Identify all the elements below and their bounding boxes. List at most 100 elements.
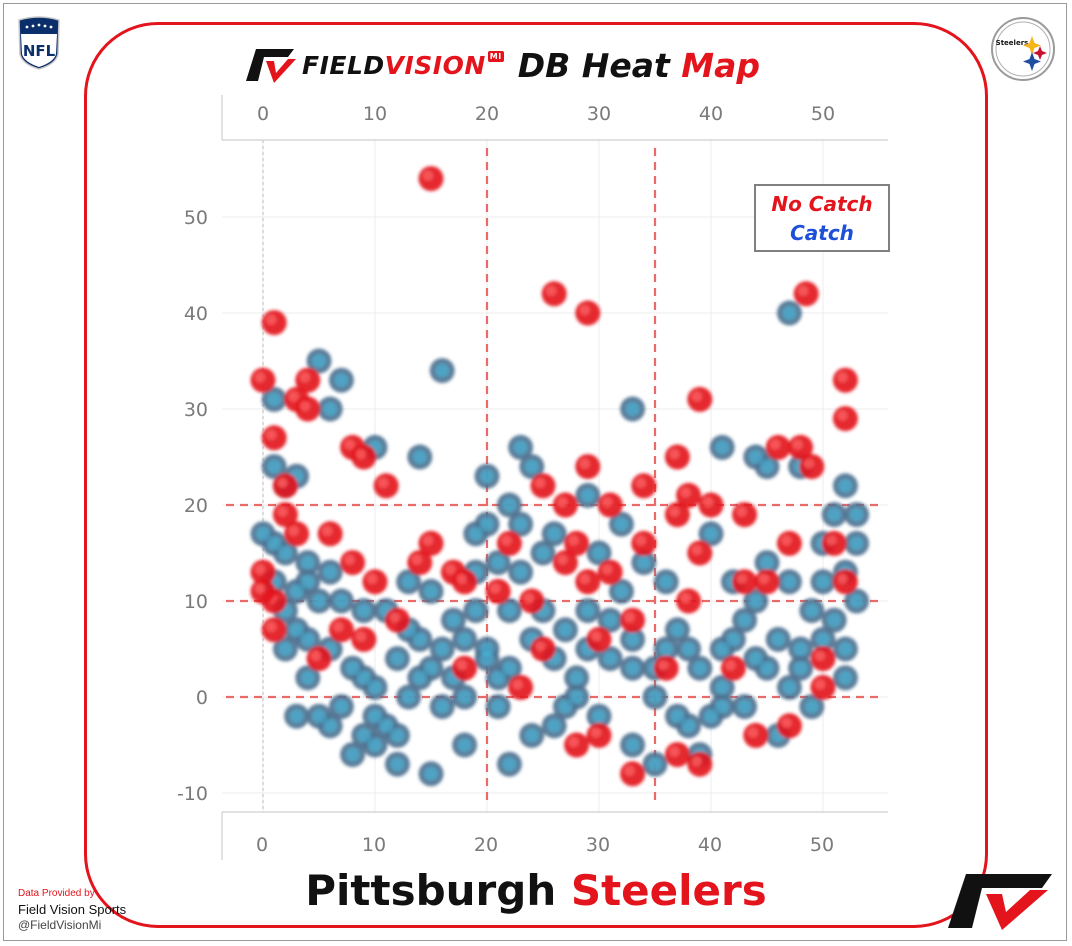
catch-point-core [715, 440, 730, 455]
catch-point-core [368, 709, 382, 724]
chart-title: DB Heat Map [517, 45, 761, 85]
no-catch-point-highlight [501, 535, 512, 546]
catch-point-core [256, 526, 270, 541]
catch-point-core [491, 555, 506, 570]
catch-point-core [457, 738, 472, 752]
catch-point-core [782, 306, 797, 320]
catch-point-core [289, 622, 304, 637]
catch-point-core [345, 661, 360, 676]
catch-point-core [390, 757, 405, 772]
catch-point-core [625, 402, 640, 416]
catch-point-core [390, 728, 405, 743]
catch-point-core [580, 603, 595, 618]
no-catch-point-highlight [266, 429, 277, 440]
catch-point-core [334, 594, 349, 608]
data-points [250, 166, 870, 787]
catch-point-core [636, 555, 651, 570]
catch-point-core [692, 661, 707, 676]
no-catch-point-highlight [546, 285, 557, 296]
x-tick-label-bottom: 20 [474, 834, 498, 856]
catch-point-core [435, 363, 450, 378]
no-catch-point-highlight [781, 535, 792, 546]
fieldvision-wordmark: FIELDVISION MI [302, 50, 504, 80]
catch-point-core [491, 670, 506, 685]
no-catch-point-highlight [456, 660, 467, 671]
no-catch-point-highlight [557, 554, 568, 565]
no-catch-point-highlight [535, 641, 545, 651]
tick-labels: 0 0 10 10 20 20 30 30 40 40 50 50 -10 0 10 20 30 40 50 [177, 103, 835, 856]
legend-no-catch: No Catch [771, 192, 873, 216]
catch-point-core [368, 680, 382, 695]
catch-point-core [603, 651, 618, 666]
no-catch-point-highlight [579, 573, 590, 584]
catch-point-core [468, 603, 483, 618]
catch-point-core [468, 526, 483, 541]
catch-point-core [681, 718, 696, 733]
no-catch-point-highlight [815, 650, 825, 661]
catch-point-core [267, 392, 282, 407]
catch-point-core [278, 642, 293, 656]
no-catch-point-highlight [255, 372, 265, 383]
no-catch-point-highlight [736, 573, 747, 584]
catch-point-core [480, 469, 494, 484]
catch-point-core [502, 757, 517, 772]
y-tick-label: 20 [184, 495, 208, 517]
catch-point-core [356, 670, 371, 685]
catch-point-core [726, 632, 741, 647]
no-catch-point-highlight [288, 525, 299, 536]
catch-point-core [457, 690, 472, 704]
no-catch-point-highlight [266, 621, 277, 632]
no-catch-point-highlight [703, 497, 713, 507]
catch-point-core [267, 536, 282, 551]
team-title: Pittsburgh Steelers [305, 866, 767, 915]
catch-point-core [715, 680, 730, 695]
no-catch-point-highlight [255, 564, 265, 575]
no-catch-point-highlight [725, 660, 736, 671]
catch-point-core [558, 622, 573, 637]
no-catch-point-highlight [266, 314, 277, 325]
catch-point-core [748, 594, 763, 608]
catch-point-core [300, 574, 315, 589]
catch-point-core [446, 613, 461, 628]
no-catch-point-highlight [456, 573, 467, 584]
no-catch-point-highlight [255, 583, 265, 594]
catch-point-core [480, 642, 494, 656]
steelers-logo-text: Steelers [996, 39, 1029, 47]
catch-point-core [849, 507, 864, 522]
catch-point-core [457, 632, 472, 647]
credit-line-1: Data Provided by [18, 888, 95, 899]
catch-point-core [838, 642, 853, 656]
no-catch-point-highlight [635, 477, 646, 488]
catch-point-core [670, 709, 685, 724]
no-catch-point-highlight [798, 285, 809, 296]
catch-point-core [323, 565, 338, 580]
no-catch-point-highlight [759, 573, 769, 584]
no-catch-point-highlight [602, 497, 613, 507]
catch-point-core [816, 574, 830, 589]
catch-point-core [625, 632, 640, 647]
catch-point-core [748, 450, 763, 464]
no-catch-point-highlight [691, 545, 702, 555]
catch-point-core [323, 718, 338, 733]
catch-point-core [849, 594, 864, 608]
x-tick-label-bottom: 10 [362, 834, 386, 856]
catch-point-core [300, 555, 315, 570]
catch-point-core [379, 718, 394, 733]
no-catch-point-highlight [423, 535, 433, 546]
no-catch-point-highlight [535, 477, 545, 488]
no-catch-point-highlight [277, 477, 288, 488]
no-catch-point-highlight [591, 727, 601, 738]
credit-line-2: Field Vision Sports [18, 902, 127, 917]
catch-point-core [670, 622, 685, 637]
no-catch-point-highlight [770, 439, 781, 450]
catch-point-core [760, 459, 774, 474]
catch-point-core [435, 642, 450, 656]
catch-point-core [524, 728, 539, 743]
catch-point-core [480, 651, 494, 666]
catch-point-core [424, 661, 438, 676]
catch-point-core [312, 709, 326, 724]
catch-point-core [569, 670, 584, 685]
x-tick-label-bottom: 40 [698, 834, 722, 856]
no-catch-point-highlight [490, 583, 501, 594]
no-catch-point-highlight [826, 535, 837, 546]
